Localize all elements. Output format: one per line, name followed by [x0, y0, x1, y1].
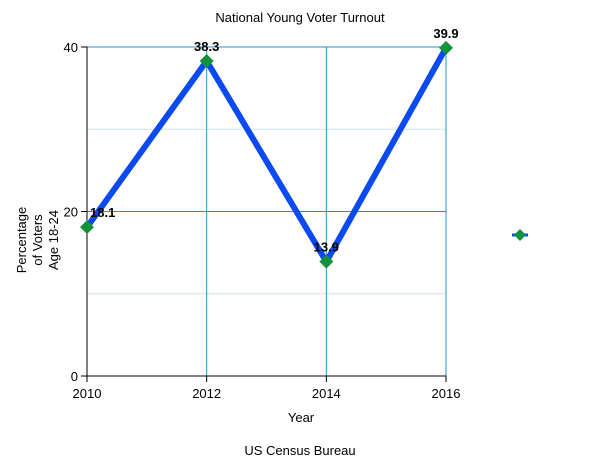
- series-line: [84, 46, 449, 268]
- data-point-marker: [439, 40, 453, 55]
- x-axis-label: Year: [288, 410, 315, 425]
- y-axis-label-line: Percentage: [14, 207, 29, 274]
- y-tick-label: 0: [71, 369, 78, 384]
- x-tick-label: 2010: [73, 386, 102, 401]
- data-label: 13.9: [314, 240, 339, 255]
- y-axis-label-line: of Voters: [30, 214, 45, 266]
- y-tick-label: 20: [64, 205, 78, 220]
- grid: [86, 46, 447, 377]
- axes: 0 20 40 2010 2012 2014 2016: [64, 40, 461, 401]
- x-tick-label: 2016: [432, 386, 461, 401]
- data-label: 38.3: [194, 39, 219, 54]
- y-axis-label: Percentageof VotersAge 18-24: [14, 207, 61, 274]
- y-tick-label: 40: [64, 40, 78, 55]
- data-point-marker: [80, 220, 94, 235]
- y-axis-label-line: Age 18-24: [46, 210, 61, 270]
- chart-title: National Young Voter Turnout: [215, 10, 385, 25]
- series-layer: [80, 40, 453, 269]
- data-label: 39.9: [433, 26, 458, 41]
- x-tick-label: 2014: [312, 386, 341, 401]
- data-label: 18.1: [90, 205, 115, 220]
- data-point-marker: [199, 53, 214, 68]
- x-tick-label: 2012: [192, 386, 221, 401]
- data-labels: 18.1 38.3 13.9 39.9: [90, 26, 459, 255]
- legend: [512, 229, 528, 241]
- data-point-marker: [319, 254, 334, 269]
- legend-marker-swatch: [514, 229, 526, 241]
- source-note: US Census Bureau: [244, 443, 355, 458]
